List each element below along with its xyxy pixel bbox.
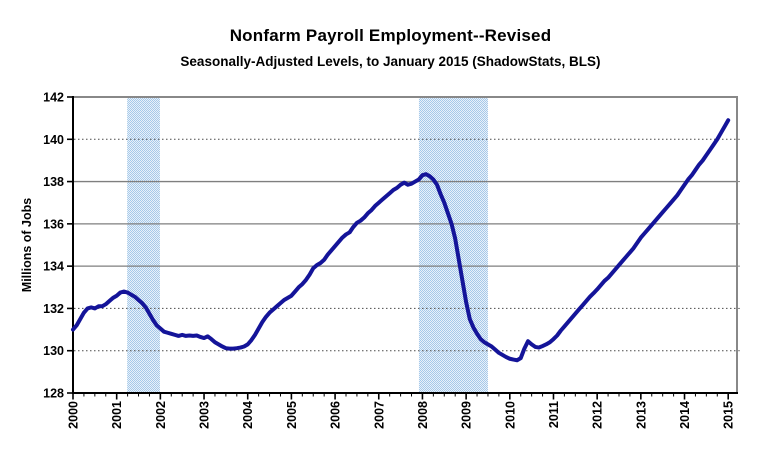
x-tick-label: 2002 <box>154 401 168 429</box>
x-tick-label: 2004 <box>241 401 255 429</box>
chart-subtitle: Seasonally-Adjusted Levels, to January 2… <box>180 54 601 69</box>
x-tick-label: 2005 <box>285 401 299 429</box>
x-tick-label: 2012 <box>591 401 605 429</box>
x-tick-label: 2013 <box>634 401 648 429</box>
recession-band <box>418 98 488 393</box>
x-tick-label: 2009 <box>460 401 474 429</box>
y-tick-label: 134 <box>43 260 64 274</box>
x-tick-label: 2010 <box>503 401 517 429</box>
x-tick-label: 2015 <box>722 401 736 429</box>
x-tick-label: 2003 <box>198 401 212 429</box>
x-tick-label: 2014 <box>678 401 692 429</box>
chart-title: Nonfarm Payroll Employment--Revised <box>229 26 552 45</box>
x-tick-label: 2011 <box>547 401 561 428</box>
y-axis-title: Millions of Jobs <box>20 198 34 292</box>
x-tick-label: 2001 <box>110 401 124 429</box>
y-tick-label: 128 <box>43 387 64 401</box>
y-tick-label: 132 <box>43 302 64 316</box>
x-tick-label: 2008 <box>416 401 430 429</box>
recession-band <box>127 98 160 393</box>
y-tick-label: 130 <box>43 344 64 358</box>
y-tick-label: 142 <box>43 91 64 105</box>
y-tick-label: 140 <box>43 133 64 147</box>
y-tick-label: 136 <box>43 217 64 231</box>
x-tick-label: 2006 <box>329 401 343 429</box>
x-tick-label: 2007 <box>372 401 386 429</box>
data-line <box>71 118 731 363</box>
x-tick-label: 2000 <box>67 401 81 429</box>
y-tick-label: 138 <box>43 175 64 189</box>
